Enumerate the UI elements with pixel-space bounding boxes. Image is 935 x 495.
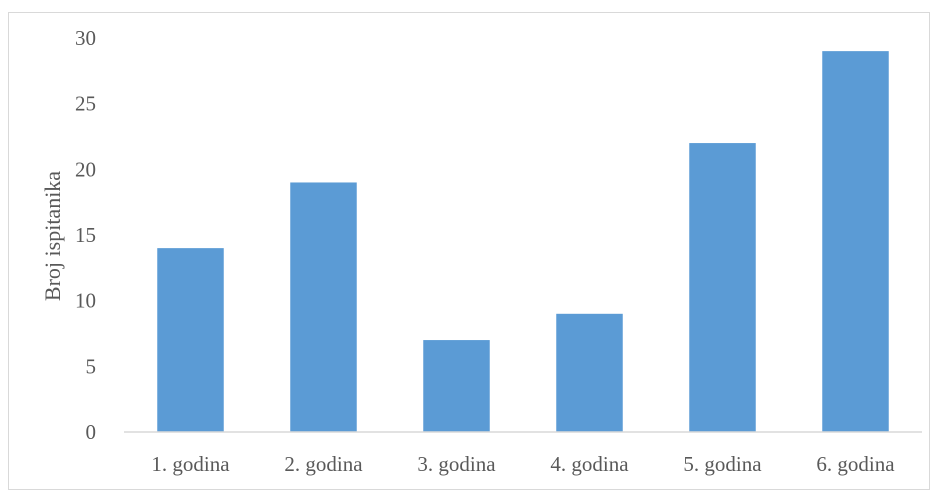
x-category-label-3: 3. godina <box>417 452 496 476</box>
x-category-label-4: 4. godina <box>550 452 629 476</box>
bars-group <box>157 51 889 433</box>
bar-4 <box>556 313 623 432</box>
bar-3 <box>423 340 490 432</box>
x-category-label-6: 6. godina <box>816 452 895 476</box>
x-axis-labels: 1. godina 2. godina 3. godina 4. godina 5. g… <box>151 452 895 476</box>
y-tick-label-30: 30 <box>75 26 96 50</box>
bar-6 <box>822 51 889 433</box>
x-category-label-5: 5. godina <box>683 452 762 476</box>
x-category-label-1: 1. godina <box>151 452 230 476</box>
y-tick-label-25: 25 <box>75 92 96 116</box>
y-tick-label-0: 0 <box>86 420 97 444</box>
y-tick-label-15: 15 <box>75 223 96 247</box>
x-category-label-2: 2. godina <box>284 452 363 476</box>
y-tick-label-5: 5 <box>86 354 97 378</box>
bar-2 <box>290 182 357 432</box>
y-axis-title: Broj ispitanika <box>40 171 65 301</box>
y-tick-label-20: 20 <box>75 157 96 181</box>
y-axis-ticks: 0 5 10 15 20 25 30 <box>75 26 96 444</box>
bar-1 <box>157 248 224 432</box>
bar-5 <box>689 143 756 433</box>
y-tick-label-10: 10 <box>75 289 96 313</box>
